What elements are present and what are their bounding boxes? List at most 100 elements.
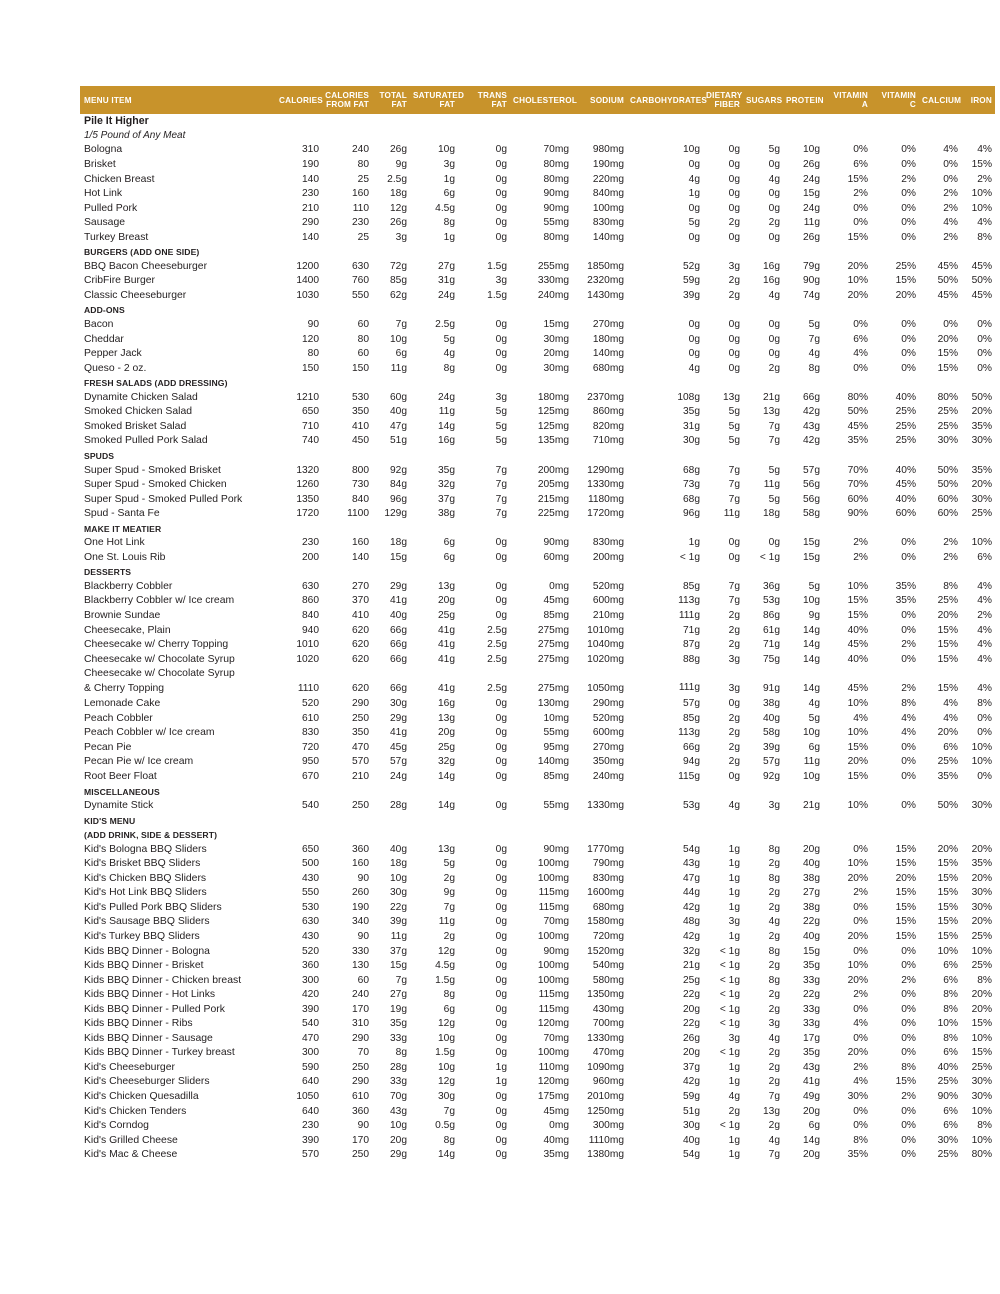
item-name: Kids BBQ Dinner - Brisket (84, 960, 204, 972)
cell-empty (372, 828, 410, 843)
cell-protein: 33g (803, 1018, 820, 1030)
cell-saturated-fat: 7g (443, 901, 455, 913)
table-row: Turkey Breast 140 25 3g 1g 0g 80mg 140mg 0g 0g 0g 2… (80, 231, 995, 246)
cell-carbohydrates: 4g (688, 362, 700, 374)
cell-empty (322, 114, 372, 129)
cell-empty (372, 129, 410, 144)
cell-saturated-fat: 25g (438, 741, 455, 753)
cell-iron: 30% (971, 887, 992, 899)
cell-carbohydrates: 54g (683, 843, 700, 855)
item-name: Smoked Brisket Salad (84, 420, 187, 432)
cell-iron: 20% (971, 989, 992, 1001)
cell-cholesterol: 55mg (543, 727, 569, 739)
cell-vitamin-c: 15% (895, 1076, 916, 1088)
item-name: Kid's Chicken Quesadilla (84, 1091, 199, 1103)
cell-sugars: 2g (768, 931, 780, 942)
cell-cholesterol: 110mg (538, 1061, 569, 1073)
cell-calcium: 8% (943, 1003, 958, 1015)
cell-calories-from-fat: 630 (352, 260, 369, 272)
cell-calories: 1320 (296, 464, 319, 476)
cell-empty (276, 303, 322, 318)
cell-vitamin-c: 0% (901, 1018, 916, 1030)
cell-vitamin-c: 0% (901, 653, 916, 665)
cell-sodium: 960mg (592, 1076, 624, 1088)
cell-calories-from-fat: 330 (352, 945, 369, 957)
cell-trans-fat: 0g (495, 333, 507, 345)
cell-iron: 45% (971, 260, 992, 272)
heading-label: Burgers (Add One Side) (84, 247, 200, 258)
cell-vitamin-a: 10% (847, 580, 868, 592)
cell-empty (572, 449, 627, 464)
cell-empty (743, 376, 783, 391)
cell-cholesterol: 130mg (537, 698, 569, 710)
cell-empty (743, 129, 783, 144)
cell-cholesterol: 125mg (537, 420, 569, 432)
cell-empty (572, 667, 627, 682)
cell-trans-fat: 0g (495, 319, 507, 331)
cell-vitamin-c: 60% (895, 508, 916, 520)
cell-calories: 590 (302, 1061, 319, 1073)
table-row: Kid's Mac & Cheese 570 250 29g 14g 0g 35mg 1380… (80, 1148, 995, 1163)
cell-sugars: 2g (768, 901, 780, 913)
cell-calories-from-fat: 240 (352, 144, 369, 156)
item-name: Kid's Grilled Cheese (84, 1134, 178, 1146)
cell-empty (919, 565, 961, 580)
cell-dietary-fiber: 1g (728, 1061, 740, 1073)
cell-vitamin-a: 10% (847, 800, 868, 812)
item-name: Kid's Sausage BBQ Sliders (84, 916, 210, 928)
item-name: Kids BBQ Dinner - Sausage (84, 1032, 213, 1044)
cell-sodium: 240mg (592, 770, 624, 782)
cell-empty (783, 814, 823, 829)
cell-calories: 530 (302, 901, 319, 913)
cell-empty (919, 129, 961, 144)
cell-carbohydrates: 0g (688, 231, 700, 243)
table-row: BBQ Bacon Cheeseburger 1200 630 72g 27g 1.5g 2… (80, 260, 995, 275)
cell-vitamin-c: 0% (901, 348, 916, 360)
cell-iron: 10% (971, 1134, 992, 1146)
cell-calories-from-fat: 350 (352, 406, 369, 418)
cell-calories: 390 (302, 1134, 319, 1146)
item-name: Kid's Hot Link BBQ Sliders (84, 887, 207, 899)
cell-vitamin-c: 0% (901, 217, 916, 229)
cell-vitamin-c: 0% (901, 319, 916, 331)
cell-empty (510, 828, 572, 843)
cell-vitamin-a: 60% (847, 493, 868, 505)
cell-protein: 38g (803, 901, 820, 913)
cell-cholesterol: 100mg (537, 974, 569, 986)
cell-total-fat: 6g (395, 348, 407, 360)
cell-sodium: 1110mg (588, 1134, 624, 1146)
cell-empty (823, 245, 871, 260)
cell-carbohydrates: 113g (678, 727, 700, 739)
cell-trans-fat: 0g (495, 159, 507, 171)
table-row: Spud - Santa Fe 1720 1100 129g 38g 7g 225mg 172… (80, 507, 995, 522)
cell-calcium: 4% (943, 698, 958, 710)
cell-vitamin-c: 15% (895, 931, 916, 942)
cell-empty (627, 565, 703, 580)
cell-empty (961, 303, 995, 318)
cell-sodium: 1020mg (587, 653, 624, 665)
item-name: Bologna (84, 144, 123, 156)
cell-dietary-fiber: 0g (728, 173, 740, 185)
cell-calcium: 6% (943, 960, 958, 972)
cell-dietary-fiber: 5g (728, 435, 740, 447)
cell-sodium: 270mg (592, 741, 624, 753)
cell-dietary-fiber: 13g (723, 391, 740, 403)
cell-calories: 150 (302, 362, 319, 374)
cell-empty (372, 303, 410, 318)
cell-calories-from-fat: 60 (357, 348, 369, 360)
cell-total-fat: 30g (390, 698, 407, 710)
cell-empty (783, 129, 823, 144)
cell-cholesterol: 80mg (543, 231, 569, 243)
cell-carbohydrates: 59g (683, 1091, 700, 1103)
cell-trans-fat: 0g (495, 770, 507, 782)
cell-carbohydrates: 57g (683, 698, 700, 710)
cell-calcium: 15% (937, 653, 958, 665)
cell-empty (823, 114, 871, 129)
item-name: Smoked Pulled Pork Salad (84, 435, 208, 447)
cell-empty (627, 522, 703, 537)
cell-empty (372, 667, 410, 682)
table-row: Bologna 310 240 26g 10g 0g 70mg 980mg 10g 0g 5g 10g… (80, 143, 995, 158)
cell-total-fat: 57g (390, 756, 407, 768)
cell-vitamin-a: 0% (853, 1105, 868, 1117)
cell-iron: 0% (977, 770, 992, 782)
